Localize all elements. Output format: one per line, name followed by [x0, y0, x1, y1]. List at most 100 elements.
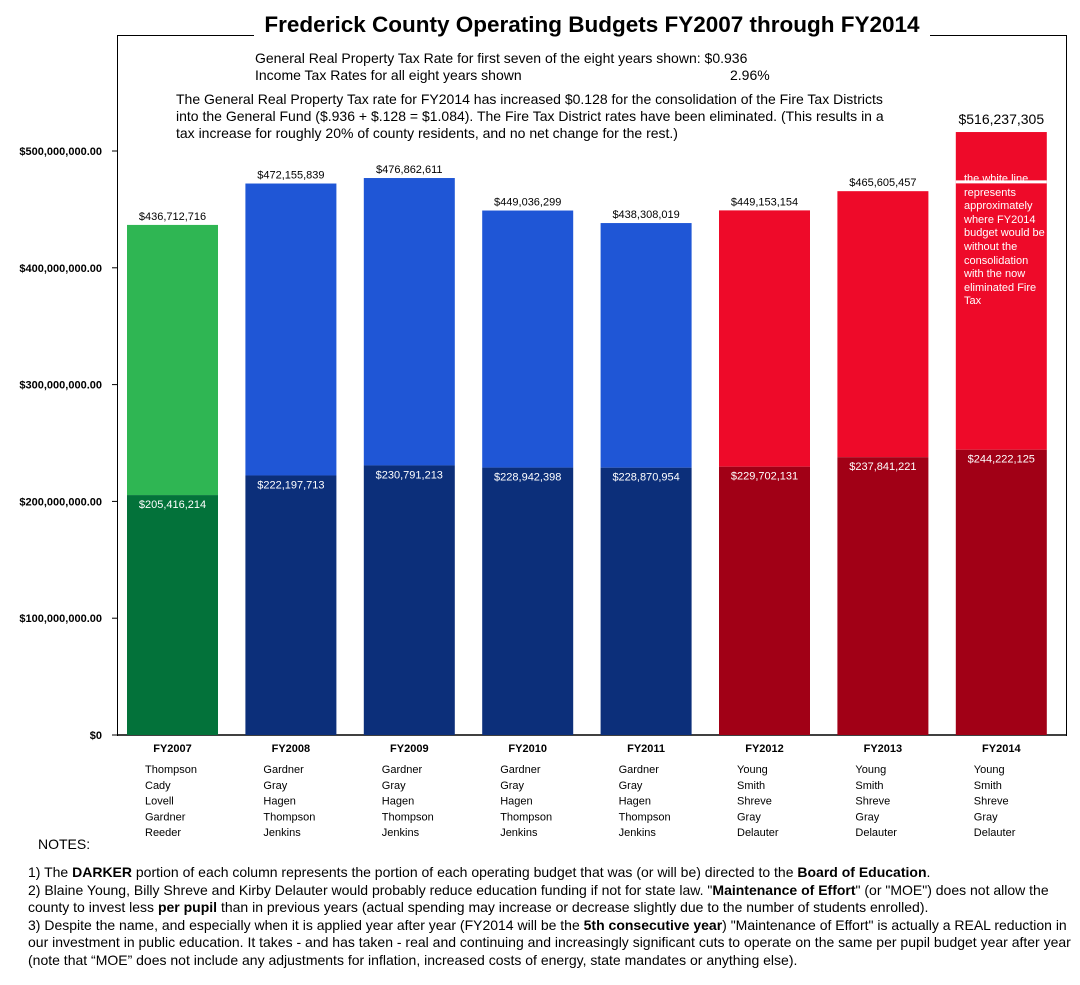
commissioner-name: Hagen	[382, 796, 414, 808]
note-1: 1) The DARKER portion of each column rep…	[28, 864, 1073, 882]
commissioner-name: Lovell	[145, 796, 174, 808]
commissioner-name: Jenkins	[382, 827, 420, 839]
commissioner-name: Jenkins	[263, 827, 301, 839]
notes-list: 1) The DARKER portion of each column rep…	[28, 864, 1073, 969]
bar-education-FY2014	[955, 449, 1047, 735]
commissioner-name: Smith	[974, 780, 1002, 792]
bar-education-FY2007	[127, 495, 218, 735]
category-label-FY2013: FY2013	[864, 743, 903, 755]
note-3-bold-a: 5th consecutive year	[583, 916, 723, 933]
commissioner-name: Gray	[619, 780, 643, 792]
note-2-text-a: 2) Blaine Young, Billy Shreve and Kirby …	[28, 881, 713, 898]
commissioner-name: Gray	[855, 811, 879, 823]
bar-education-FY2011	[600, 467, 692, 735]
category-label-FY2010: FY2010	[508, 743, 547, 755]
property-tax-value: $0.936	[704, 50, 748, 66]
bar-other-FY2008	[245, 183, 337, 476]
commissioner-name: Delauter	[855, 827, 897, 839]
commissioner-name: Gray	[500, 780, 524, 792]
note-1-text-a: 1) The	[28, 864, 73, 880]
commissioner-name: Jenkins	[619, 827, 657, 839]
commissioner-name: Gardner	[500, 764, 541, 776]
notes-heading: NOTES:	[38, 836, 91, 852]
education-label-FY2012: $229,702,131	[731, 471, 798, 483]
property-tax-line: General Real Property Tax Rate for first…	[255, 50, 747, 67]
category-label-FY2012: FY2012	[745, 743, 784, 755]
note-2-bold-a: Maintenance of Effort	[712, 881, 856, 898]
note-3-text-b: ) "Maintenance of Effort" is actually a …	[28, 916, 1071, 968]
total-label-FY2010: $449,036,299	[494, 197, 561, 209]
commissioner-name: Gray	[263, 780, 287, 792]
bar-education-FY2008	[245, 475, 337, 735]
education-label-FY2009: $230,791,213	[376, 469, 443, 481]
education-label-FY2011: $228,870,954	[612, 472, 679, 484]
total-label-FY2011: $438,308,019	[612, 209, 679, 221]
bar-other-FY2009	[363, 178, 455, 466]
y-tick-label: $100,000,000.00	[19, 613, 102, 625]
commissioner-name: Young	[855, 764, 886, 776]
total-label-FY2008: $472,155,839	[257, 170, 324, 182]
bar-other-FY2014	[955, 132, 1047, 450]
y-tick-label: $200,000,000.00	[19, 496, 102, 508]
education-label-FY2013: $237,841,221	[849, 461, 916, 473]
y-tick-label: $400,000,000.00	[19, 263, 102, 275]
bar-other-FY2007	[127, 224, 218, 496]
bar-education-FY2009	[363, 465, 455, 735]
property-tax-label: General Real Property Tax Rate for first…	[255, 50, 701, 66]
commissioner-name: Gardner	[263, 764, 304, 776]
commissioner-name: Gray	[382, 780, 406, 792]
commissioner-name: Shreve	[974, 796, 1009, 808]
note-3-text-a: 3) Despite the name, and especially when…	[28, 916, 584, 933]
commissioner-name: Young	[737, 764, 768, 776]
education-label-FY2007: $205,416,214	[139, 499, 206, 511]
total-label-FY2013: $465,605,457	[849, 177, 916, 189]
bar-education-FY2010	[482, 467, 574, 735]
commissioner-name: Thompson	[500, 811, 552, 823]
commissioner-name: Hagen	[500, 796, 532, 808]
commissioner-name: Gardner	[619, 764, 660, 776]
commissioner-name: Young	[974, 764, 1005, 776]
category-label-FY2014: FY2014	[982, 743, 1021, 755]
bar-other-FY2012	[719, 210, 810, 467]
note-1-text-c: .	[926, 864, 931, 880]
y-tick-label: $300,000,000.00	[19, 380, 102, 392]
category-label-FY2009: FY2009	[390, 743, 429, 755]
bar-other-FY2010	[482, 210, 574, 468]
total-label-FY2007: $436,712,716	[139, 211, 206, 223]
category-label-FY2007: FY2007	[153, 743, 192, 755]
commissioner-name: Cady	[145, 780, 171, 792]
commissioner-name: Thompson	[619, 811, 671, 823]
commissioner-name: Gardner	[145, 811, 186, 823]
bar-education-FY2012	[719, 466, 810, 735]
note-2-bold-b: per pupil	[157, 899, 218, 915]
commissioner-name: Delauter	[737, 827, 779, 839]
note-1-bold-b: Board of Education	[797, 864, 927, 880]
total-label-FY2012: $449,153,154	[731, 196, 798, 208]
category-label-FY2008: FY2008	[272, 743, 311, 755]
fy2014-annotation: the white line represents approximately …	[964, 173, 1045, 308]
consolidation-note: The General Real Property Tax rate for F…	[176, 91, 884, 141]
note-1-bold-a: DARKER	[72, 864, 132, 880]
bar-other-FY2011	[600, 223, 692, 468]
education-label-FY2008: $222,197,713	[257, 479, 324, 491]
education-label-FY2014: $244,222,125	[968, 454, 1035, 466]
note-2-text-c: than in previous years (actual spending …	[217, 899, 929, 915]
category-label-FY2011: FY2011	[627, 743, 665, 755]
commissioner-name: Hagen	[263, 796, 295, 808]
commissioner-name: Thompson	[263, 811, 315, 823]
bar-other-FY2013	[837, 191, 929, 458]
income-tax-label: Income Tax Rates for all eight years sho…	[255, 67, 522, 83]
commissioner-name: Shreve	[855, 796, 890, 808]
total-label-FY2014: $516,237,305	[958, 111, 1044, 127]
bar-education-FY2013	[837, 457, 929, 735]
commissioner-name: Gray	[974, 811, 998, 823]
education-label-FY2010: $228,942,398	[494, 472, 561, 484]
y-tick-label: $0	[90, 730, 102, 742]
commissioner-name: Delauter	[974, 827, 1016, 839]
commissioner-name: Thompson	[382, 811, 434, 823]
commissioner-name: Shreve	[737, 796, 772, 808]
commissioner-name: Gardner	[382, 764, 423, 776]
commissioner-name: Smith	[855, 780, 883, 792]
total-label-FY2009: $476,862,611	[376, 164, 442, 176]
